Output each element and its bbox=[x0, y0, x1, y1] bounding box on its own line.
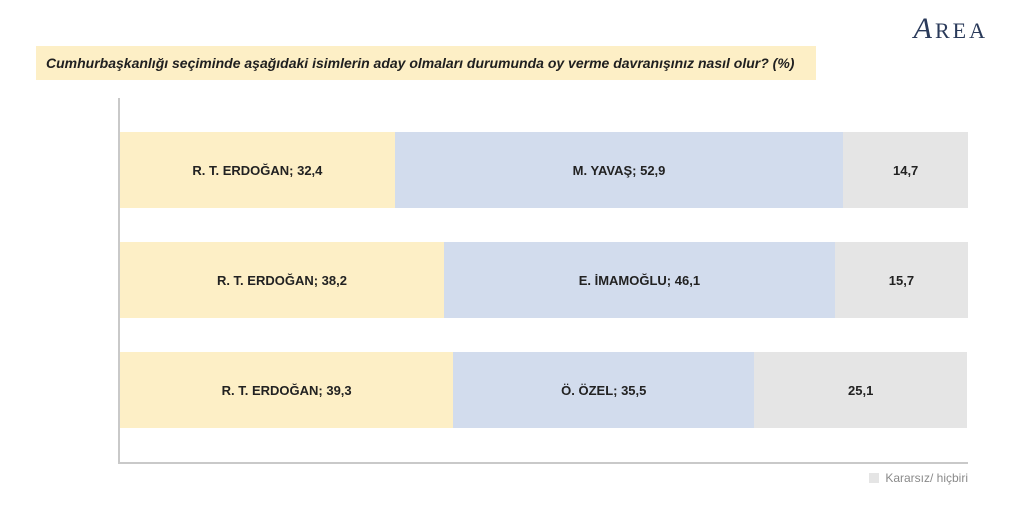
chart-segment-opponent: Ö. ÖZEL; 35,5 bbox=[453, 352, 754, 428]
question-title: Cumhurbaşkanlığı seçiminde aşağıdaki isi… bbox=[46, 55, 794, 71]
logo-text: REA bbox=[935, 18, 988, 43]
chart-segment-undecided: 15,7 bbox=[835, 242, 968, 318]
question-title-band: Cumhurbaşkanlığı seçiminde aşağıdaki isi… bbox=[36, 46, 816, 80]
legend-label: Kararsız/ hiçbiri bbox=[885, 471, 968, 485]
legend-swatch bbox=[869, 473, 879, 483]
logo-initial: A bbox=[914, 12, 935, 45]
chart-row: R. T. ERDOĞAN; 32,4M. YAVAŞ; 52,914,7 bbox=[120, 132, 968, 208]
chart-segment-undecided: 14,7 bbox=[843, 132, 968, 208]
legend: Kararsız/ hiçbiri bbox=[869, 471, 968, 485]
poll-chart: R. T. ERDOĞAN; 32,4M. YAVAŞ; 52,914,7R. … bbox=[118, 98, 968, 464]
chart-segment-erdogan: R. T. ERDOĞAN; 32,4 bbox=[120, 132, 395, 208]
chart-row: R. T. ERDOĞAN; 39,3Ö. ÖZEL; 35,525,1 bbox=[120, 352, 968, 428]
chart-segment-opponent: E. İMAMOĞLU; 46,1 bbox=[444, 242, 835, 318]
chart-segment-opponent: M. YAVAŞ; 52,9 bbox=[395, 132, 844, 208]
chart-row: R. T. ERDOĞAN; 38,2E. İMAMOĞLU; 46,115,7 bbox=[120, 242, 968, 318]
brand-logo: AREA bbox=[914, 12, 988, 46]
chart-segment-undecided: 25,1 bbox=[754, 352, 967, 428]
chart-segment-erdogan: R. T. ERDOĞAN; 38,2 bbox=[120, 242, 444, 318]
chart-segment-erdogan: R. T. ERDOĞAN; 39,3 bbox=[120, 352, 453, 428]
